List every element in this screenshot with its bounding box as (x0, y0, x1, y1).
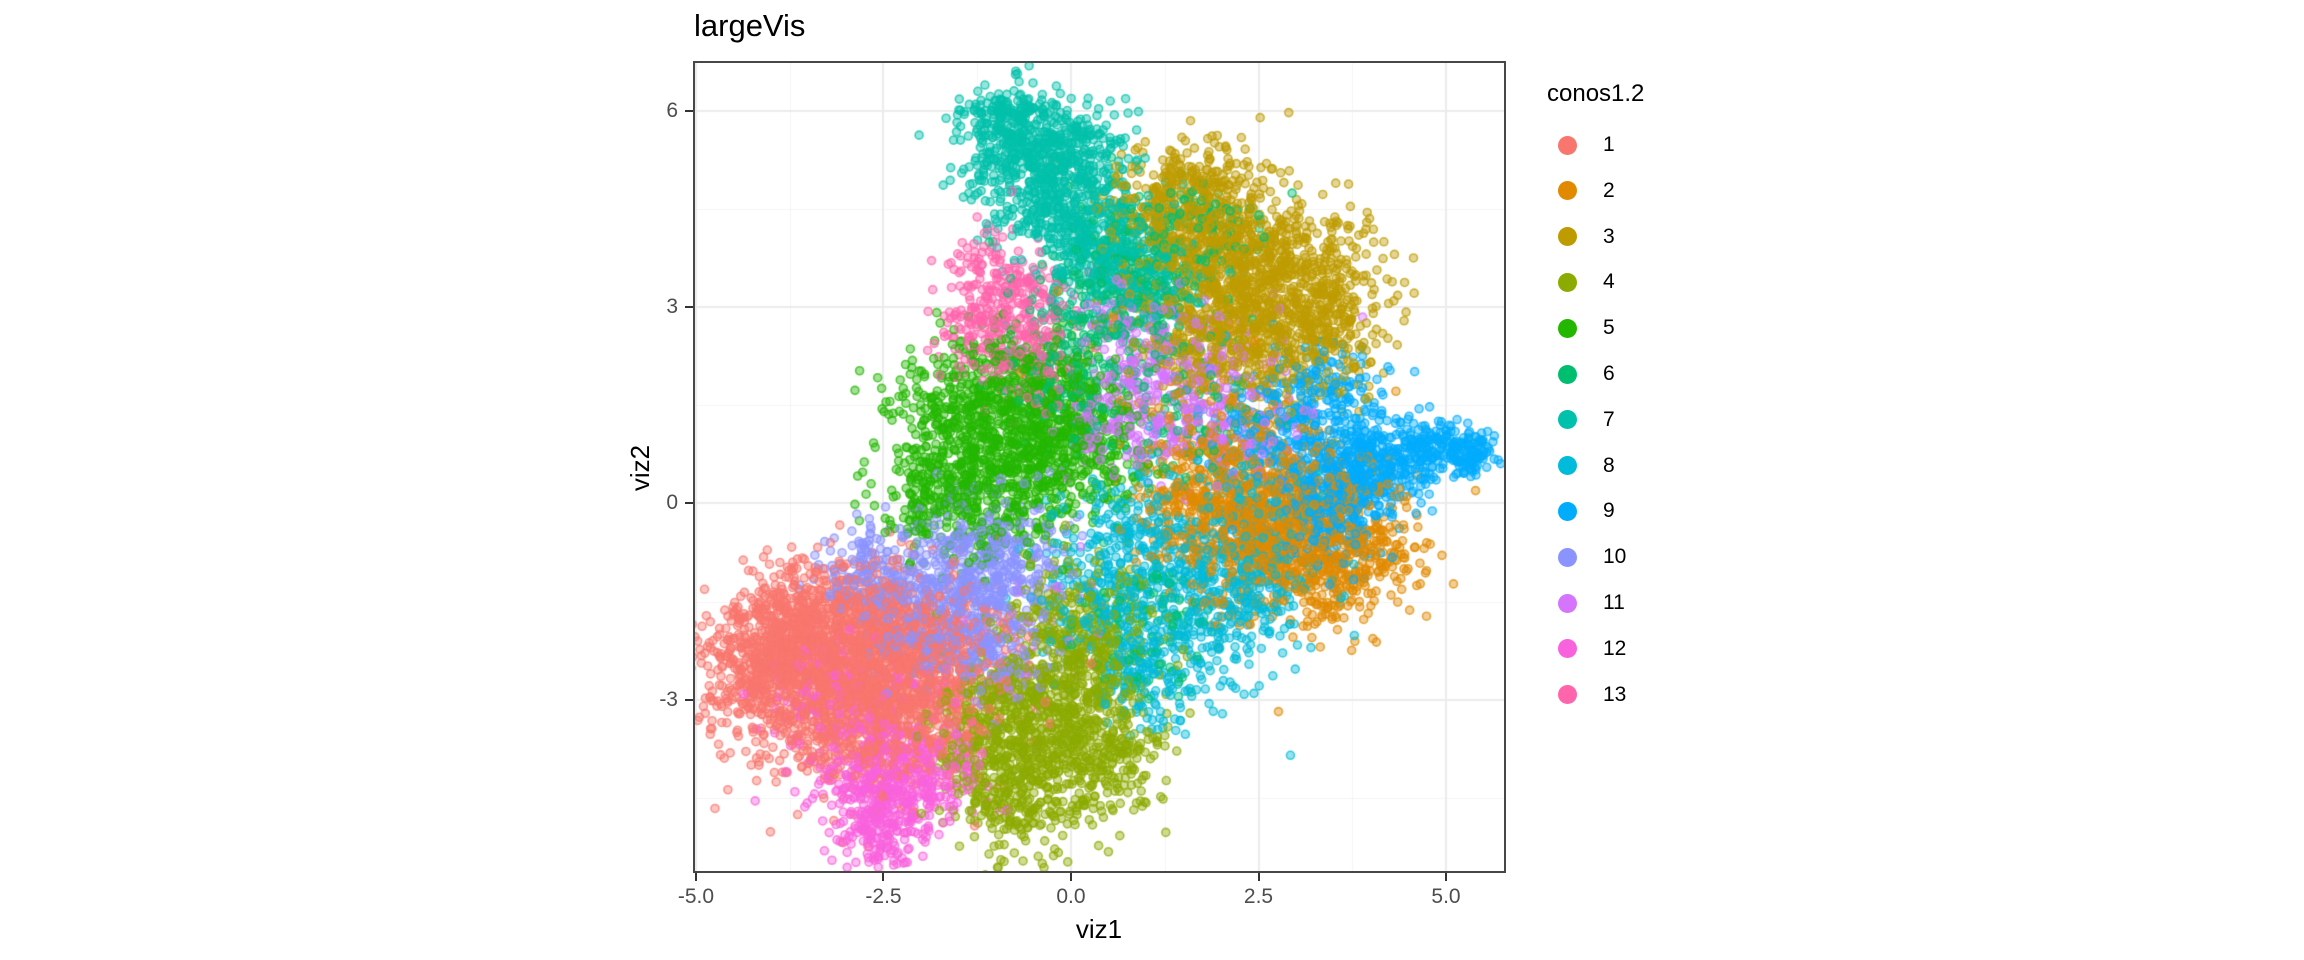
legend-swatch-icon (1558, 181, 1577, 201)
y-tick-mark (685, 306, 693, 309)
legend-item-label: 11 (1603, 591, 1625, 614)
legend-item: 10 (1558, 545, 1626, 569)
legend-title: conos1.2 (1547, 80, 1645, 107)
legend-swatch-icon (1558, 685, 1577, 705)
legend-item-label: 7 (1603, 407, 1615, 431)
plot-title: largeVis (694, 8, 806, 43)
legend-swatch-icon (1558, 456, 1577, 476)
legend-item-label: 4 (1603, 270, 1615, 294)
legend-swatch-icon (1558, 318, 1577, 338)
legend-swatch-icon (1558, 272, 1577, 292)
legend-swatch-icon (1558, 135, 1577, 155)
x-tick-mark (694, 873, 697, 881)
legend-item-label: 12 (1603, 636, 1627, 660)
x-tick-label: -2.5 (865, 885, 902, 908)
legend: conos1.2 1 2 3 4 5 6 7 8 9 10 11 12 13 (1547, 0, 1947, 960)
x-tick-label: 2.5 (1243, 885, 1274, 908)
legend-item: 2 (1558, 179, 1615, 203)
plot-panel (693, 61, 1506, 873)
legend-item: 5 (1558, 316, 1615, 340)
x-tick-mark (882, 873, 885, 881)
legend-swatch-icon (1558, 227, 1577, 247)
y-tick-label: -3 (659, 687, 678, 711)
legend-item: 3 (1558, 225, 1615, 249)
legend-item: 11 (1558, 591, 1625, 615)
legend-item-label: 6 (1603, 362, 1615, 385)
x-tick-label: 5.0 (1431, 885, 1461, 908)
legend-item: 9 (1558, 499, 1615, 523)
legend-swatch-icon (1558, 593, 1577, 613)
y-tick-label: 3 (666, 295, 678, 319)
y-tick-label: 6 (666, 98, 678, 122)
x-tick-mark (1069, 873, 1072, 881)
legend-item: 4 (1558, 270, 1615, 294)
legend-item-label: 1 (1603, 133, 1615, 156)
legend-swatch-icon (1558, 501, 1577, 521)
legend-item-label: 8 (1603, 453, 1615, 477)
legend-item: 8 (1558, 454, 1615, 478)
legend-item-label: 2 (1603, 178, 1615, 202)
legend-item: 6 (1558, 362, 1615, 386)
legend-item: 1 (1558, 133, 1615, 157)
legend-item-label: 3 (1603, 224, 1615, 248)
legend-swatch-icon (1558, 410, 1577, 430)
x-tick-label: -5.0 (677, 885, 715, 908)
legend-swatch-icon (1558, 639, 1577, 659)
scatter-canvas (695, 63, 1504, 871)
legend-swatch-icon (1558, 364, 1577, 384)
x-axis-title: viz1 (1075, 914, 1123, 944)
legend-item-label: 13 (1603, 682, 1627, 706)
x-tick-mark (1257, 873, 1260, 881)
y-tick-mark (685, 502, 693, 505)
legend-item: 12 (1558, 637, 1626, 661)
y-axis-title: viz2 (625, 444, 655, 492)
y-tick-mark (685, 109, 693, 112)
legend-item: 7 (1558, 408, 1615, 432)
legend-item-label: 5 (1603, 316, 1615, 340)
x-tick-mark (1445, 873, 1448, 881)
y-tick-mark (685, 698, 693, 701)
y-tick-label: 0 (666, 491, 678, 515)
legend-swatch-icon (1558, 547, 1577, 567)
legend-item-label: 10 (1603, 545, 1627, 569)
legend-item: 13 (1558, 683, 1626, 707)
legend-item-label: 9 (1603, 499, 1615, 523)
x-tick-label: 0.0 (1056, 885, 1086, 908)
